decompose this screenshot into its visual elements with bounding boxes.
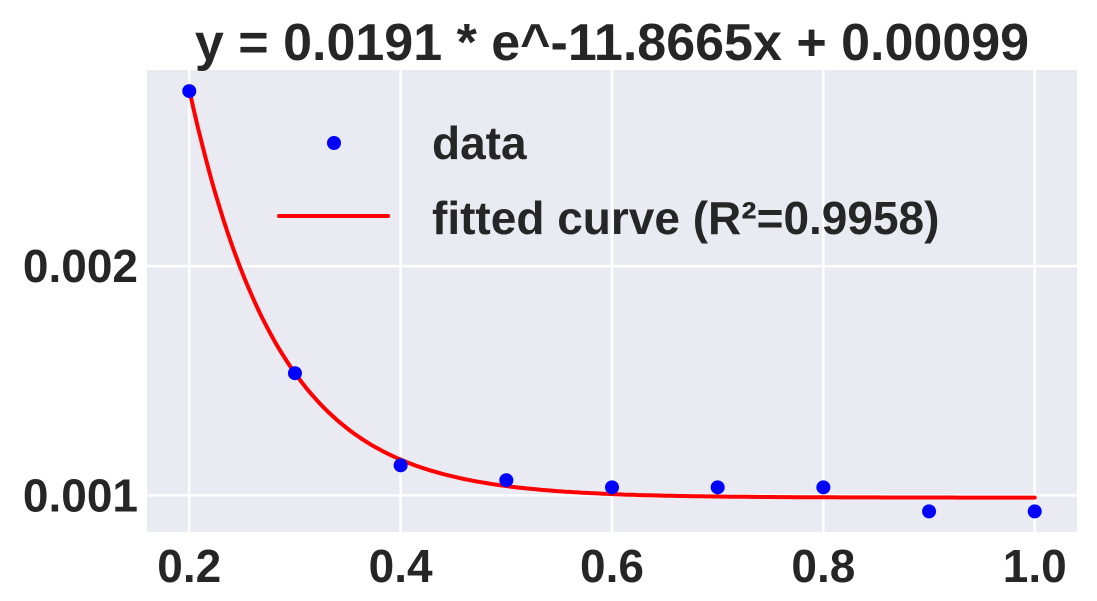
x-tick-label: 0.4 [369,540,433,592]
x-axis-ticks: 0.2 0.4 0.6 0.8 1.0 [157,540,1066,592]
legend: data fitted curve (R²=0.9958) [277,117,939,244]
data-point [1027,504,1042,519]
data-point [605,480,619,495]
data-point [393,458,408,473]
data-point [287,366,302,381]
legend-data-marker [327,136,341,150]
data-point [922,504,937,519]
legend-fit-label: fitted curve (R²=0.9958) [432,192,939,244]
x-tick-label: 0.2 [157,540,221,592]
x-tick-label: 0.8 [791,540,855,592]
data-points [182,84,1042,519]
y-tick-label: 0.002 [23,240,138,292]
x-tick-label: 1.0 [1003,540,1067,592]
y-axis-ticks: 0.001 0.002 [23,240,138,521]
data-point [710,480,725,495]
data-point [182,84,197,99]
x-tick-label: 0.6 [580,540,644,592]
chart-title: y = 0.0191 * e^-11.8665x + 0.00099 [195,14,1029,72]
legend-data-label: data [432,117,527,169]
y-tick-label: 0.001 [23,469,138,521]
data-point [499,473,514,488]
data-point [816,480,831,495]
